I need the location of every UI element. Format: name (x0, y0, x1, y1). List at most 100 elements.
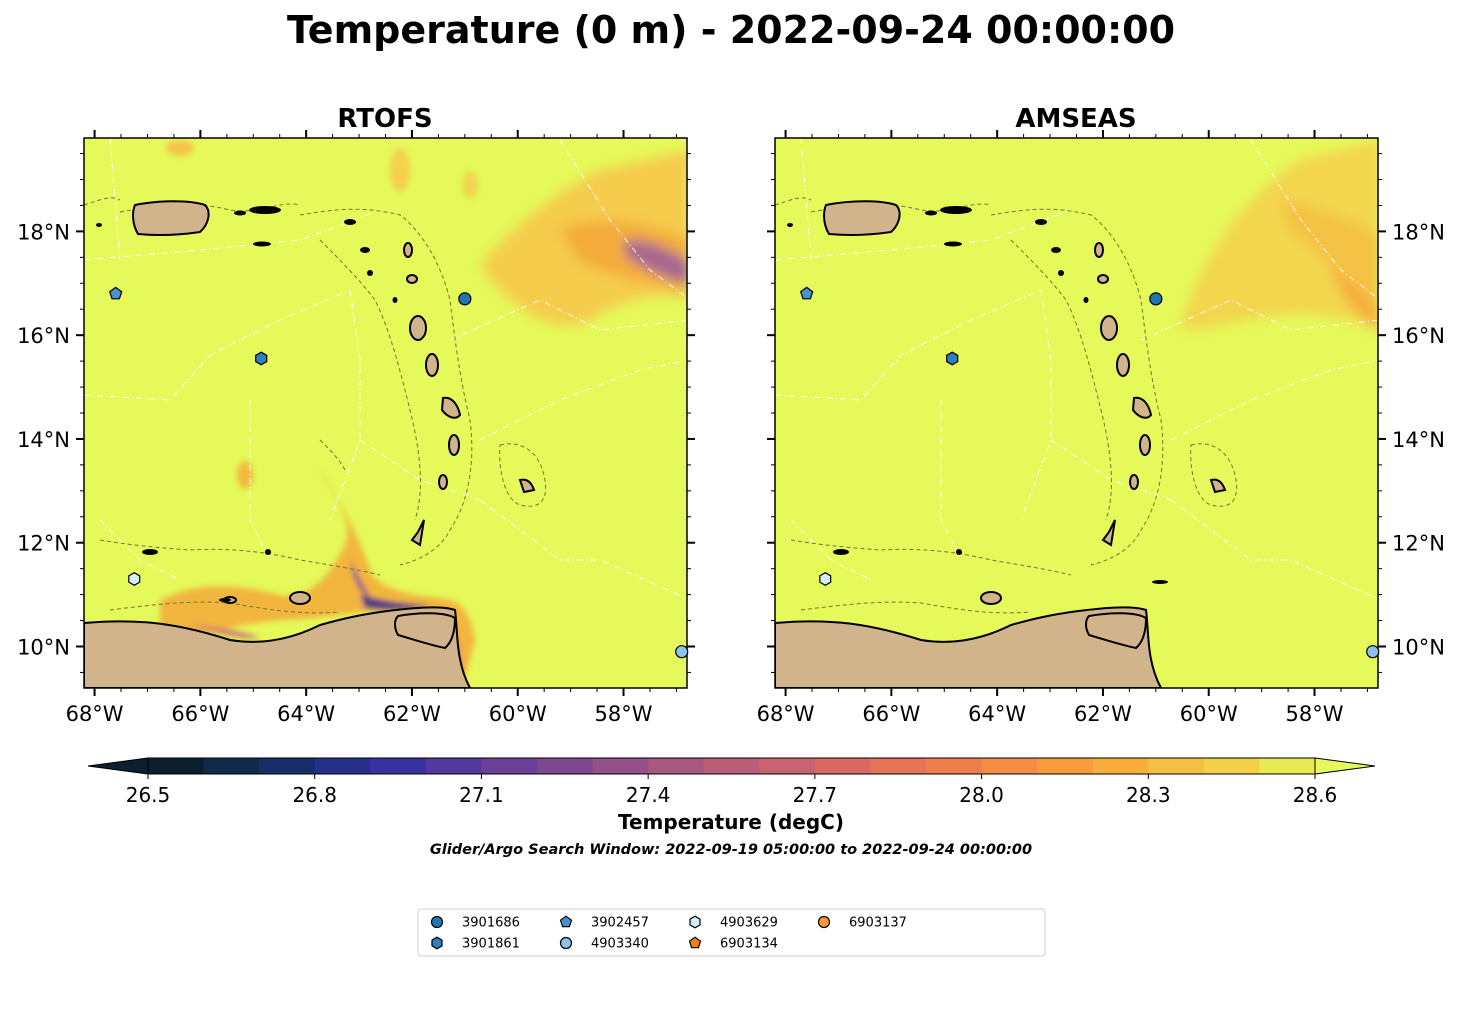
legend-label: 3901861 (462, 937, 520, 952)
colorbar-tick-label: 26.8 (292, 783, 337, 807)
observation-marker-4903340 (675, 645, 689, 659)
observation-marker-3901861 (946, 351, 959, 366)
colorbar-bin (870, 758, 927, 774)
legend-marker-3902457 (559, 915, 573, 928)
colorbar-extend-high (1314, 757, 1376, 775)
colorbar-tick-label: 26.5 (126, 783, 171, 807)
search-window-text: Glider/Argo Search Window: 2022-09-19 05… (430, 842, 1032, 858)
observation-marker-4903629 (819, 572, 832, 586)
colorbar-tick-label: 27.7 (793, 783, 838, 807)
colorbar-bin (314, 758, 371, 774)
lat-tick-label: 18°N (17, 220, 70, 244)
colorbar-tick-label: 28.0 (959, 783, 1004, 807)
colorbar-bin (481, 758, 538, 774)
colorbar-tick-label: 27.4 (626, 783, 671, 807)
lat-tick-label: 18°N (1392, 220, 1445, 244)
legend-label: 6903134 (720, 937, 778, 952)
legend-label: 3901686 (462, 916, 520, 931)
observation-marker-4903629 (128, 572, 141, 586)
colorbar-tick-label: 28.3 (1126, 783, 1171, 807)
lon-tick-label: 58°W (1286, 702, 1344, 726)
colorbar-bin (926, 758, 983, 774)
lat-tick-label: 14°N (1392, 428, 1445, 452)
colorbar-bin (1037, 758, 1094, 774)
legend-marker-3901861 (431, 936, 443, 950)
colorbar-bin (648, 758, 705, 774)
lon-tick-label: 60°W (489, 702, 547, 726)
eez-boundaries (775, 138, 1378, 600)
lon-tick-label: 62°W (1074, 702, 1132, 726)
lon-tick-label: 58°W (595, 702, 653, 726)
lon-tick-label: 68°W (66, 702, 124, 726)
lat-tick-label: 16°N (1392, 324, 1445, 348)
lat-tick-label: 14°N (17, 428, 70, 452)
observation-markers (108, 286, 1380, 659)
colorbar-bin (759, 758, 816, 774)
panel-title-rtofs: RTOFS (337, 104, 432, 134)
lat-tick-label: 12°N (17, 532, 70, 556)
warm-anomaly-ne (480, 150, 687, 326)
colorbar-bin (1092, 758, 1149, 774)
observation-marker-3902457 (108, 286, 123, 300)
observation-marker-4903340 (1366, 645, 1380, 659)
legend-marker-6903134 (688, 936, 702, 949)
small-islands (787, 206, 1168, 584)
legend-label: 4903340 (591, 937, 649, 952)
observation-marker-3901686 (1149, 292, 1163, 306)
map-panel-amseas (774, 137, 1379, 689)
colorbar-extend-low (87, 757, 149, 775)
colorbar-bin (1148, 758, 1205, 774)
colorbar-tick-label: 27.1 (459, 783, 504, 807)
colorbar-bin (259, 758, 316, 774)
legend-label: 6903137 (849, 916, 907, 931)
lon-tick-label: 66°W (171, 702, 229, 726)
colorbar-bins (148, 758, 1316, 774)
legend: 3901686 3901861 3902457 4903340 4903629 69031… (417, 908, 1046, 957)
legend-marker-6903137 (817, 915, 831, 929)
observation-marker-3902457 (799, 286, 814, 300)
lat-tick-label: 16°N (17, 324, 70, 348)
colorbar-bin (1259, 758, 1316, 774)
colorbar-ticks: 26.5 26.8 27.1 27.4 27.7 28.0 28.3 28.6 (126, 774, 1338, 807)
legend-label: 4903629 (720, 916, 778, 931)
land-masses (84, 200, 536, 688)
land-masses (775, 200, 1227, 688)
observation-marker-3901686 (458, 292, 472, 306)
map-panel-rtofs (83, 137, 688, 689)
legend-marker-3901686 (430, 915, 444, 929)
lon-tick-label: 62°W (383, 702, 441, 726)
colorbar-bin (814, 758, 871, 774)
colorbar-bin (592, 758, 649, 774)
legend-marker-4903629 (689, 915, 701, 929)
colorbar-tick-label: 28.6 (1293, 783, 1338, 807)
lon-tick-label: 68°W (757, 702, 815, 726)
legend-frame (417, 908, 1046, 957)
eez-boundaries (84, 138, 687, 600)
small-islands (96, 206, 398, 602)
colorbar-bin (203, 758, 260, 774)
panel-title-amseas: AMSEAS (1015, 104, 1136, 134)
axes-layer: 68°W 66°W 64°W 62°W 60°W 58°W 10°N 12°N 14°N 16°N… (17, 130, 1445, 726)
colorbar-bin (425, 758, 482, 774)
colorbar-bin (537, 758, 594, 774)
colorbar-bin (1203, 758, 1260, 774)
colorbar-bin (703, 758, 760, 774)
lat-tick-label: 10°N (17, 635, 70, 659)
lon-tick-label: 60°W (1180, 702, 1238, 726)
lon-tick-label: 64°W (277, 702, 335, 726)
colorbar-label: Temperature (degC) (618, 810, 844, 834)
lat-tick-label: 10°N (1392, 635, 1445, 659)
legend-marker-4903340 (559, 936, 573, 950)
colorbar-bin (370, 758, 427, 774)
lon-tick-label: 64°W (968, 702, 1026, 726)
legend-label: 3902457 (591, 916, 649, 931)
lon-tick-label: 66°W (862, 702, 920, 726)
observation-marker-3901861 (255, 351, 268, 366)
colorbar: 26.5 26.8 27.1 27.4 27.7 28.0 28.3 28.6 Tempera… (87, 757, 1376, 858)
colorbar-bin (148, 758, 205, 774)
lat-tick-label: 12°N (1392, 532, 1445, 556)
figure-title: Temperature (0 m) - 2022-09-24 00:00:00 (287, 8, 1175, 52)
warm-anomaly-ne (1180, 140, 1378, 330)
colorbar-bin (981, 758, 1038, 774)
